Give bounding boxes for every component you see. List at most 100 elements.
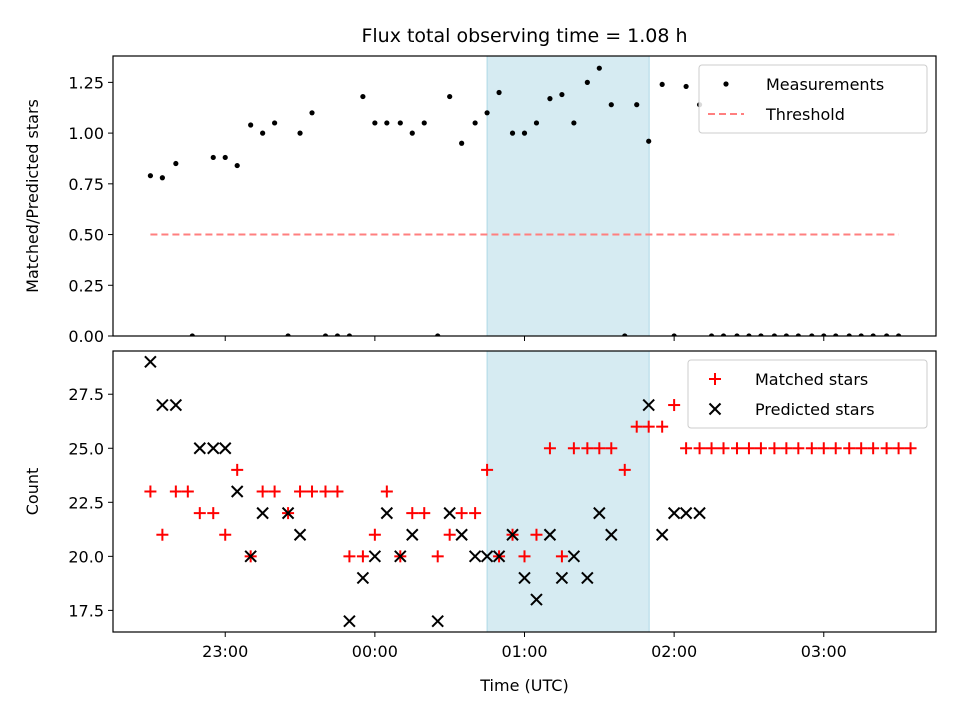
y-tick-label: 25.0: [68, 439, 104, 458]
data-point: [469, 507, 482, 520]
data-point: [343, 614, 356, 628]
data-point: [829, 442, 842, 455]
data-point: [173, 160, 179, 167]
y-tick-label: 1.00: [68, 124, 104, 143]
data-point: [207, 507, 220, 520]
legend-frame: [698, 64, 928, 134]
data-point: [181, 485, 194, 498]
y-tick-label: 0.25: [68, 276, 104, 295]
data-point: [380, 485, 393, 498]
data-point: [705, 442, 718, 455]
data-point: [372, 120, 378, 126]
data-point: [533, 120, 540, 126]
data-point: [331, 485, 344, 498]
data-point: [895, 333, 902, 336]
data-point: [492, 550, 506, 563]
data-point: [593, 506, 606, 520]
data-point: [543, 442, 556, 455]
x-tick-label: 03:00: [801, 642, 847, 661]
legend: Matched stars Predicted stars: [687, 359, 928, 429]
top-panel: 0.00 0.25 0.50 0.75 1.00 1.25 Matched/Predicte…: [23, 25, 937, 346]
y-tick-label: 17.5: [68, 601, 104, 620]
data-point: [219, 528, 232, 541]
data-point: [605, 442, 618, 455]
legend-label: Predicted stars: [755, 400, 875, 419]
data-point: [530, 528, 543, 541]
data-point: [334, 333, 341, 336]
legend-marker: [709, 373, 721, 385]
data-point: [730, 442, 743, 455]
data-point: [734, 333, 740, 336]
data-point: [884, 333, 890, 336]
data-point: [322, 333, 329, 336]
plot-area: [144, 351, 917, 632]
data-point: [880, 442, 893, 455]
data-point: [817, 442, 830, 455]
data-point: [397, 120, 403, 126]
data-point: [543, 528, 557, 541]
y-tick-label: 22.5: [68, 493, 104, 512]
data-point: [248, 122, 254, 128]
data-point: [581, 442, 594, 455]
data-point: [193, 507, 206, 520]
data-point: [156, 398, 169, 412]
data-point: [659, 81, 665, 88]
data-point: [671, 333, 677, 336]
data-point: [256, 485, 269, 498]
legend-label: Measurements: [766, 75, 884, 94]
legend-frame: [687, 359, 928, 429]
data-point: [343, 550, 356, 563]
data-point: [555, 571, 569, 585]
data-point: [435, 333, 441, 336]
data-point: [559, 91, 565, 98]
data-point: [555, 550, 568, 563]
data-point: [679, 506, 693, 520]
data-point: [193, 442, 206, 455]
data-point: [655, 528, 669, 541]
data-point: [742, 442, 755, 455]
data-point: [285, 333, 291, 336]
data-point: [846, 333, 852, 336]
data-point: [642, 420, 655, 433]
data-point: [380, 506, 394, 520]
data-point: [244, 550, 257, 563]
x-axis-label: Time (UTC): [479, 676, 568, 695]
data-point: [746, 333, 752, 336]
data-point: [795, 333, 801, 336]
data-point: [843, 442, 856, 455]
data-point: [608, 102, 614, 108]
data-point: [518, 550, 531, 563]
data-point: [189, 333, 195, 336]
data-point: [443, 506, 456, 520]
data-point: [356, 550, 369, 563]
data-point: [547, 96, 553, 102]
data-point: [634, 102, 640, 108]
data-point: [481, 463, 494, 476]
data-point: [147, 173, 154, 179]
data-point: [805, 442, 818, 455]
series-measurements: [147, 65, 902, 336]
data-point: [809, 333, 815, 336]
data-point: [754, 442, 767, 455]
y-axis-label: Count: [23, 468, 42, 516]
data-point: [904, 442, 917, 455]
bottom-panel: 17.5 20.0 22.5 25.0 27.5 23:00 00:00 01:00 02:00…: [23, 350, 937, 695]
data-point: [169, 485, 182, 498]
data-point: [642, 398, 655, 412]
data-point: [521, 130, 528, 136]
y-tick-label: 0.75: [68, 175, 104, 194]
series-matched-stars: [144, 399, 917, 563]
data-point: [294, 485, 307, 498]
data-point: [683, 83, 689, 90]
data-point: [431, 614, 444, 628]
data-point: [431, 550, 444, 563]
data-point: [768, 442, 781, 455]
legend-label: Threshold: [765, 105, 845, 124]
data-point: [144, 485, 157, 498]
data-point: [867, 442, 880, 455]
legend-marker: [708, 402, 722, 416]
data-point: [693, 506, 706, 520]
data-point: [210, 154, 216, 161]
series-predicted-stars: [144, 355, 706, 628]
